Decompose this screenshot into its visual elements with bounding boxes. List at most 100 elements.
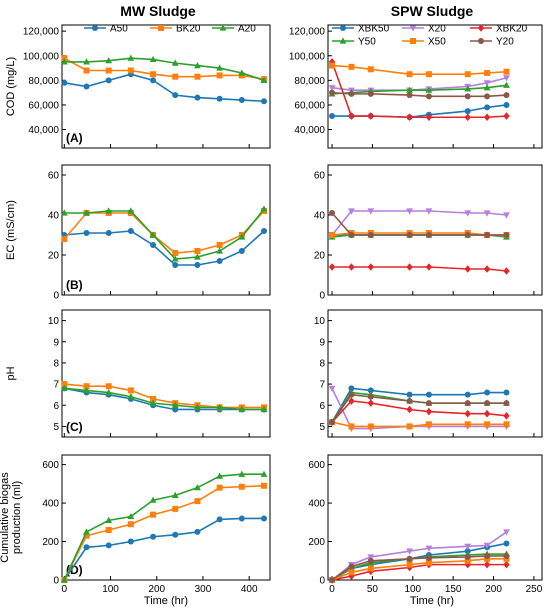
data-point — [406, 398, 413, 405]
data-point — [464, 421, 471, 428]
y-tick-label: 9 — [53, 337, 59, 348]
data-point — [406, 113, 413, 122]
data-point — [483, 265, 491, 273]
legend-label: A50 — [110, 24, 128, 35]
data-point — [484, 93, 491, 100]
data-point — [150, 77, 157, 84]
data-point — [503, 560, 510, 569]
data-point — [171, 401, 179, 408]
data-point — [194, 73, 201, 80]
data-point — [238, 97, 245, 104]
data-point — [329, 89, 336, 96]
data-point — [260, 515, 267, 522]
data-point — [150, 533, 157, 540]
legend-label: X20 — [428, 24, 446, 35]
data-point — [149, 399, 157, 406]
x-axis-label-left: Time (hr) — [144, 595, 188, 607]
data-point — [127, 393, 135, 400]
y-tick-label: 60 — [314, 171, 326, 182]
series-line — [331, 391, 507, 423]
data-point — [194, 484, 201, 491]
series-line — [331, 84, 507, 95]
y-tick-label: 40,000 — [294, 125, 325, 136]
data-point — [329, 419, 336, 426]
data-point — [503, 101, 510, 108]
data-point — [127, 228, 134, 234]
data-point — [367, 90, 374, 97]
data-point — [260, 76, 268, 83]
data-point — [83, 209, 90, 216]
data-point — [483, 542, 491, 549]
data-point — [484, 104, 491, 111]
data-point — [503, 112, 510, 120]
legend-marker — [158, 25, 164, 31]
y-tick-label: 7 — [53, 380, 59, 391]
data-point — [425, 208, 433, 215]
series-line — [63, 484, 265, 581]
data-point — [425, 232, 432, 238]
data-point — [425, 554, 432, 561]
data-point — [216, 484, 223, 491]
series-line — [64, 230, 265, 266]
data-point — [367, 112, 374, 120]
data-point — [503, 81, 510, 88]
data-point — [464, 93, 471, 100]
y-axis-label: pH — [5, 366, 17, 380]
y-tick-label: 60,000 — [294, 100, 325, 111]
y-tick-label: 120,000 — [23, 27, 60, 38]
data-point — [425, 113, 433, 122]
panel-a-spw: 40,000 60,000 80,000 100,000 120,000 — [289, 24, 543, 149]
series-x20 — [328, 208, 510, 239]
data-point — [172, 73, 179, 80]
data-point — [171, 59, 179, 66]
legend-label: BK20 — [176, 24, 201, 35]
data-point — [127, 538, 134, 545]
data-point — [406, 405, 413, 414]
data-point — [348, 385, 355, 392]
y-tick-label: 80,000 — [28, 76, 59, 87]
data-point — [483, 80, 491, 87]
series-y20 — [329, 210, 510, 238]
data-point — [60, 576, 68, 583]
data-point — [425, 559, 432, 566]
data-point — [329, 232, 336, 238]
y-tick-label: 100,000 — [289, 51, 326, 62]
y-tick-label: 20 — [48, 251, 60, 262]
legend-label: Y50 — [358, 37, 376, 48]
data-point — [328, 385, 336, 392]
y-tick-label: 40 — [314, 211, 326, 222]
y-tick-label: 600 — [308, 460, 325, 471]
y-tick-label: 9 — [319, 337, 325, 348]
data-point — [464, 548, 471, 555]
data-point — [61, 79, 68, 86]
x-tick-label: 400 — [241, 584, 258, 595]
panel-c-spw: 5 6 7 8 9 10 — [314, 309, 543, 438]
series-line — [64, 57, 265, 82]
data-point — [367, 232, 374, 238]
data-point — [328, 263, 336, 271]
legend-marker — [92, 25, 98, 31]
data-point — [464, 409, 471, 418]
y-tick-label: 0 — [53, 576, 59, 587]
data-point — [348, 263, 355, 271]
legend-entry: Y50 — [332, 37, 376, 48]
data-point — [464, 71, 471, 78]
series-a20 — [60, 384, 268, 413]
data-point — [348, 563, 355, 570]
series-xbk50 — [329, 385, 510, 426]
data-point — [83, 83, 90, 90]
series-line — [331, 531, 507, 581]
y-tick-label: 10 — [48, 316, 60, 327]
data-point — [367, 399, 374, 407]
series-a50 — [61, 515, 267, 583]
data-point — [149, 231, 157, 238]
data-point — [216, 516, 223, 523]
data-point — [425, 263, 433, 271]
data-point — [328, 85, 336, 92]
data-point — [127, 521, 134, 528]
data-point — [238, 483, 245, 490]
y-tick-label: 8 — [319, 358, 325, 369]
data-point — [83, 67, 90, 74]
data-point — [216, 95, 223, 102]
